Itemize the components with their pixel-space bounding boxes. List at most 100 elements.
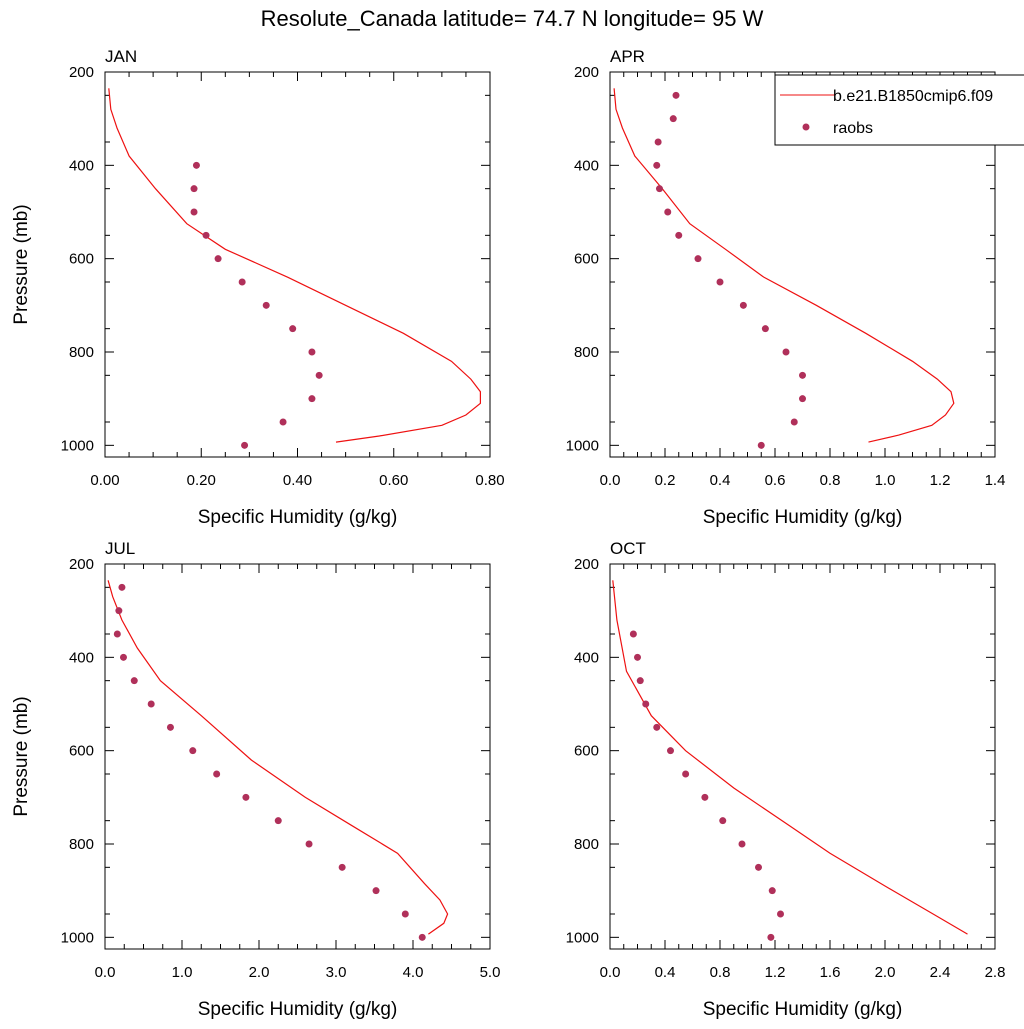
y-tick-label: 1000 [566,437,599,454]
obs-point [262,301,270,309]
y-tick-label: 1000 [61,437,94,454]
obs-point [761,325,769,333]
obs-point [192,161,200,169]
panels: JAN 0.00 0.20 0.40 0.60 0.80 200 400 600 800 1000 S… [11,47,1005,1020]
obs-point [113,630,121,638]
panel-jan: JAN 0.00 0.20 0.40 0.60 0.80 200 400 600 800 1000 S… [11,47,505,528]
obs-point [130,677,138,685]
obs-point [667,747,674,755]
obs-point [214,255,222,263]
legend: b.e21.B1850cmip6.f09 raobs [774,74,1024,146]
obs-point [274,817,282,825]
model-line [612,580,968,935]
x-tick-label: 0.6 [765,472,786,489]
obs-point [701,793,709,801]
obs-point [634,653,641,661]
x-axis-label: Specific Humidity (g/kg) [198,999,398,1020]
y-tick-label: 200 [574,556,599,573]
obs-point [682,770,690,778]
legend-obs-swatch [802,123,810,131]
x-tick-label: 5.0 [480,964,501,981]
x-tick-label: 4.0 [403,964,424,981]
obs-point [738,840,746,848]
obs-point [799,395,806,403]
obs-point [653,723,661,731]
x-tick-label: 0.0 [95,964,116,981]
x-tick-label: 0.4 [655,964,676,981]
y-tick-label: 600 [574,251,599,268]
x-tick-label: 1.6 [820,964,841,981]
x-tick-label: 0.80 [475,472,504,489]
legend-obs-label: raobs [833,120,873,137]
y-tick-label: 800 [69,344,94,361]
y-tick-label: 200 [574,64,599,81]
x-tick-label: 2.0 [875,964,896,981]
obs-point [372,887,380,895]
panel-title: APR [610,47,645,66]
y-tick-label: 400 [574,157,599,174]
obs-point [338,863,346,871]
x-tick-label: 1.4 [985,472,1006,489]
plot-frame [609,563,996,950]
y-tick-label: 800 [574,836,599,853]
x-tick-label: 0.0 [600,472,621,489]
obs-point [190,208,198,216]
plot-frame [104,71,491,458]
obs-point [672,91,680,99]
y-tick-label: 200 [69,64,94,81]
obs-point [289,325,297,333]
obs-point [242,793,250,801]
y-tick-label: 1000 [566,929,599,946]
obs-point [777,910,784,918]
x-axis-label: Specific Humidity (g/kg) [703,999,903,1020]
obs-point [642,700,650,708]
obs-point [629,630,637,638]
obs-point [757,441,765,449]
x-tick-label: 1.0 [875,472,896,489]
obs-point [147,700,155,708]
obs-point [305,840,313,848]
x-tick-label: 1.2 [765,964,786,981]
obs-point [279,418,287,426]
y-tick-label: 400 [69,649,94,666]
y-tick-label: 600 [69,251,94,268]
obs-point [315,371,323,379]
y-tick-label: 800 [69,836,94,853]
obs-point [755,863,762,871]
model-line [108,88,481,443]
obs-point [213,770,221,778]
x-tick-label: 0.4 [710,472,731,489]
y-tick-label: 400 [69,157,94,174]
y-tick-label: 1000 [61,929,94,946]
obs-point [202,231,210,239]
model-line [613,88,955,443]
obs-point [189,747,197,755]
obs-point [654,138,662,146]
y-tick-label: 600 [574,743,599,760]
y-tick-label: 600 [69,743,94,760]
y-axis-label: Pressure (mb) [11,696,32,816]
x-tick-label: 0.0 [600,964,621,981]
model-line [107,580,449,935]
obs-point [694,255,702,263]
x-tick-label: 0.20 [187,472,216,489]
x-tick-label: 0.8 [820,472,841,489]
obs-point [767,933,775,941]
obs-point [308,348,316,356]
legend-box [774,74,1024,146]
obs-point [636,677,644,685]
obs-point [119,653,127,661]
panel-oct: OCT 0.0 0.4 0.8 1.2 1.6 2.0 2.4 2.8 200 400 600 800 1… [566,539,1006,1020]
obs-point [790,418,798,426]
obs-point [190,185,198,193]
panel-title: JUL [105,539,135,558]
x-tick-label: 0.00 [90,472,119,489]
x-tick-label: 1.2 [930,472,951,489]
y-tick-label: 200 [69,556,94,573]
x-tick-label: 2.4 [930,964,951,981]
x-tick-label: 2.8 [985,964,1006,981]
obs-point [675,231,683,239]
x-tick-label: 3.0 [326,964,347,981]
obs-point [669,115,677,123]
